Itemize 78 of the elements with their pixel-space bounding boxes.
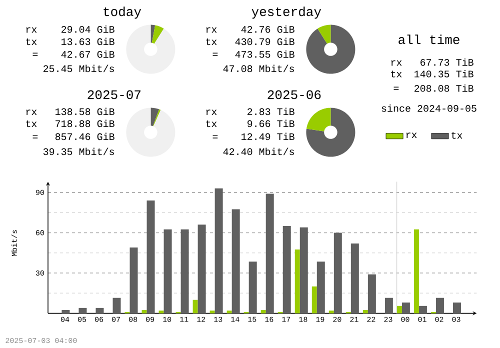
bar (142, 310, 147, 314)
text: 42.67 GiB (61, 50, 114, 58)
text: 430.79 GiB (235, 38, 294, 46)
bar (452, 302, 461, 314)
bar (414, 229, 419, 314)
text: = (394, 86, 399, 90)
bar (232, 209, 240, 314)
legend-label: rx (406, 132, 417, 138)
text: 473.55 GiB (235, 50, 294, 58)
bar (214, 188, 223, 314)
text: 42.76 GiB (241, 25, 294, 33)
bar (96, 308, 104, 314)
bar (226, 310, 232, 314)
text: = (32, 135, 38, 138)
text: 12.49 TiB (242, 132, 294, 140)
bar (436, 298, 444, 314)
text: 2.83 TiB (248, 108, 294, 116)
bar (260, 310, 266, 314)
chart-title: today (104, 6, 142, 19)
bar (350, 243, 359, 314)
bar (130, 248, 138, 314)
bar (158, 310, 164, 314)
chart-title: yesterday (252, 6, 322, 19)
bar (384, 298, 393, 314)
bar (164, 229, 172, 314)
bar (418, 306, 427, 314)
bar (402, 302, 410, 314)
text: tx (391, 70, 402, 78)
legend-label: tx (452, 132, 462, 139)
text: = (32, 52, 38, 56)
text: rx (26, 110, 37, 115)
bar (192, 300, 198, 314)
text: all time (398, 34, 460, 44)
bar (62, 310, 70, 314)
bar (328, 310, 334, 314)
text: = (212, 135, 218, 138)
text: rx (26, 27, 37, 33)
text: 9.66 TiB (247, 120, 294, 128)
text: 208.08 TiB (414, 84, 474, 92)
text: 42.40 Mbit/s (223, 148, 294, 156)
text: 29.04 GiB (62, 25, 114, 33)
text: rx (206, 110, 217, 115)
chart-title: 2025-07 (88, 90, 140, 100)
bar (362, 310, 368, 314)
text: tx (206, 120, 217, 128)
bar (294, 250, 300, 314)
bar (282, 226, 291, 314)
text: rx (206, 27, 217, 33)
bar (300, 227, 308, 314)
text: tx (26, 120, 37, 128)
bar (146, 200, 155, 314)
bar (112, 298, 121, 314)
text: = (212, 52, 218, 56)
bar (180, 229, 189, 314)
text: 67.73 TiB (420, 58, 474, 66)
bar (334, 232, 342, 314)
bar (316, 262, 325, 314)
chart-title: 2025-06 (268, 90, 321, 100)
text: tx (26, 38, 37, 46)
text: since 2024-09-05 (382, 104, 476, 112)
text: 140.35 TiB (414, 70, 474, 78)
text: 39.35 Mbit/s (43, 148, 114, 156)
text: 718.88 GiB (56, 120, 114, 128)
bar (198, 224, 206, 314)
bar (368, 274, 376, 314)
bar (248, 262, 257, 314)
text: 47.08 Mbit/s (223, 64, 294, 72)
bar (210, 310, 215, 314)
bar (396, 306, 402, 314)
text: 25.45 Mbit/s (43, 64, 114, 72)
text: tx (206, 38, 217, 46)
text: 13.63 GiB (62, 38, 114, 46)
bar (78, 308, 87, 314)
bar (312, 286, 317, 314)
text: 857.46 GiB (55, 132, 114, 140)
text: 138.58 GiB (56, 108, 114, 116)
text: rx (391, 60, 402, 66)
bar (266, 194, 274, 314)
